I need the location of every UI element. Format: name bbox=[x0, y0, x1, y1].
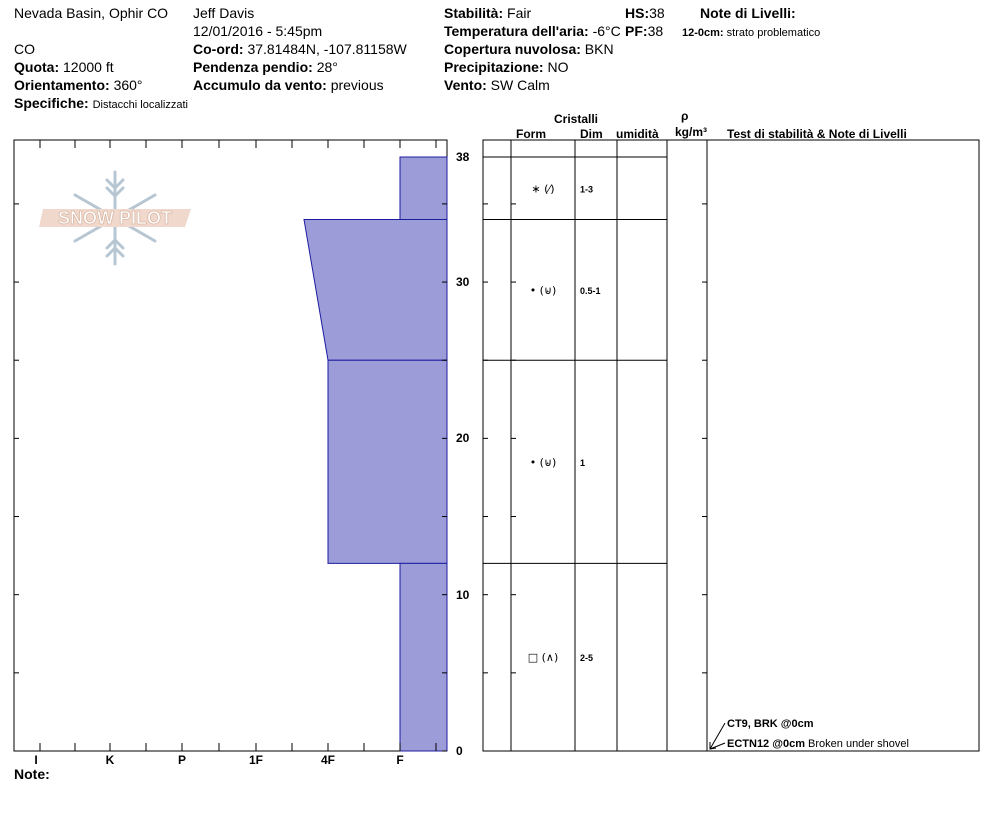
hardness-layer-3 bbox=[399, 562, 448, 752]
air-temp: Temperatura dell'aria: -6°C bbox=[444, 23, 621, 39]
test-pointer-1 bbox=[709, 742, 726, 750]
col-tests: Test di stabilità & Note di Livelli bbox=[727, 127, 907, 141]
col-form: Form bbox=[516, 127, 546, 141]
layer-size-0: 1-3 bbox=[580, 184, 593, 194]
depth-label-30: 30 bbox=[456, 275, 470, 290]
col-moisture: umidità bbox=[616, 127, 659, 141]
layer-form-2: • (⊌) bbox=[530, 456, 557, 469]
hardness-layer-1 bbox=[303, 219, 448, 361]
layer-form-0: ∗ (⁄) bbox=[531, 182, 554, 195]
hardness-label-1F: 1F bbox=[248, 753, 263, 767]
hardness-label-I: I bbox=[34, 753, 38, 767]
hardness-label-P: P bbox=[177, 753, 186, 767]
precipitation: Precipitazione: NO bbox=[444, 59, 569, 75]
specifics: Specifiche: Distacchi localizzati bbox=[14, 95, 188, 111]
test-pointer-arrow bbox=[709, 742, 717, 750]
depth-label-0: 0 bbox=[456, 744, 463, 758]
col-rho: ρ bbox=[681, 109, 689, 123]
table-frame bbox=[482, 139, 980, 752]
hardness-label-K: K bbox=[105, 753, 115, 767]
location: Nevada Basin, Ophir CO bbox=[14, 5, 169, 21]
hardness-label-4F: 4F bbox=[320, 753, 335, 767]
observer: Jeff Davis bbox=[193, 5, 255, 21]
layer-note: 12-0cm: strato problematico bbox=[682, 27, 821, 39]
datetime: 12/01/2016 - 5:45pm bbox=[193, 23, 323, 39]
layer-form-3: □ (∧) bbox=[528, 651, 559, 664]
note-label: Note: bbox=[14, 766, 50, 782]
hs: HS:38 bbox=[625, 5, 665, 21]
elevation: Quota: 12000 ft bbox=[14, 59, 114, 75]
pf: PF:38 bbox=[625, 23, 664, 39]
slope: Pendenza pendio: 28° bbox=[193, 59, 338, 75]
layer-notes-title: Note di Livelli: bbox=[700, 5, 796, 21]
col-crystals: Cristalli bbox=[554, 112, 599, 126]
test-0: CT9, BRK @0cm bbox=[727, 718, 814, 730]
layer-table: ∗ (⁄) 1-3 • (⊌) 0.5-1 • (⊌) 1 □ (∧) 2-5 CT9, BRK… bbox=[482, 139, 980, 752]
aspect: Orientamento: 360° bbox=[14, 77, 143, 93]
hardness-graph bbox=[13, 139, 448, 752]
wind-loading: Accumulo da vento: previous bbox=[193, 77, 384, 93]
test-pointer-0 bbox=[709, 722, 726, 750]
sky-cover: Copertura nuvolosa: BKN bbox=[444, 41, 614, 57]
stability: Stabilità: Fair bbox=[444, 5, 532, 21]
logo-text: SNOW PILOT bbox=[58, 208, 172, 228]
coordinates: Co-ord: 37.81484N, -107.81158W bbox=[193, 41, 407, 57]
col-density-unit: kg/m³ bbox=[675, 125, 708, 139]
hardness-layer-0 bbox=[399, 156, 448, 221]
layer-size-2: 1 bbox=[580, 458, 585, 468]
depth-label-10: 10 bbox=[456, 587, 470, 602]
wind: Vento: SW Calm bbox=[444, 77, 550, 93]
depth-label-20: 20 bbox=[456, 431, 470, 446]
hardness-layer-2 bbox=[327, 359, 448, 564]
col-size: Dim bbox=[580, 127, 603, 141]
depth-label-38: 38 bbox=[456, 150, 470, 164]
layer-size-1: 0.5-1 bbox=[580, 286, 601, 296]
layer-form-1: • (⊌) bbox=[530, 284, 557, 297]
layer-size-3: 2-5 bbox=[580, 653, 593, 663]
snowpilot-logo: SNOW PILOT bbox=[39, 170, 191, 266]
state: CO bbox=[14, 41, 35, 57]
hardness-label-F: F bbox=[396, 753, 404, 767]
test-1: ECTN12 @0cm Broken under shovel bbox=[727, 738, 909, 750]
